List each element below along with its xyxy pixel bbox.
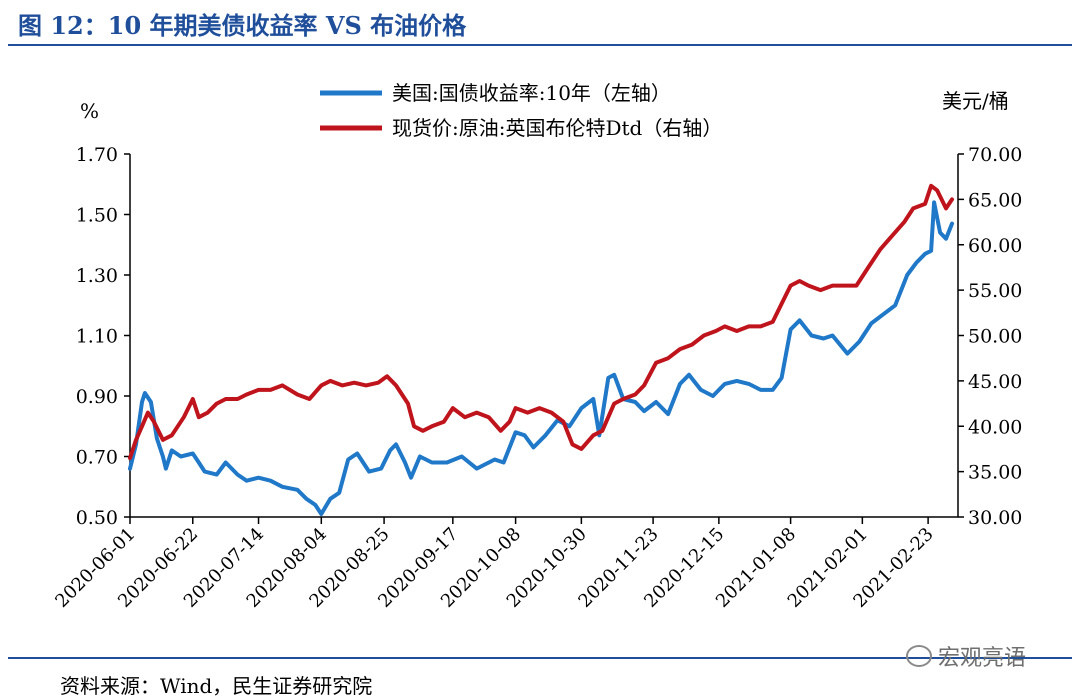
- legend-label-us10y: 美国:国债收益率:10年（左轴）: [392, 81, 671, 105]
- left-tick-label: 0.90: [76, 386, 118, 408]
- left-tick-label: 0.70: [76, 447, 118, 469]
- right-axis-unit: 美元/桶: [942, 89, 1009, 113]
- right-tick-label: 65.00: [968, 189, 1022, 211]
- left-tick-label: 1.70: [76, 144, 118, 166]
- top-rule: [8, 44, 1072, 46]
- watermark-text: 宏观亮语: [938, 646, 1027, 671]
- right-tick-label: 60.00: [968, 235, 1022, 257]
- bottom-rule: [8, 657, 1072, 659]
- series-line-us10y: [128, 200, 954, 516]
- source-note: 资料来源：Wind，民生证券研究院: [60, 674, 373, 698]
- wechat-icon: [906, 645, 932, 667]
- left-axis-unit: %: [80, 99, 99, 123]
- legend: 美国:国债收益率:10年（左轴） 现货价:原油:英国布伦特Dtd（右轴）: [320, 81, 722, 140]
- right-tick-label: 55.00: [968, 280, 1022, 302]
- right-tick-label: 40.00: [968, 416, 1022, 438]
- chart: 美国:国债收益率:10年（左轴） 现货价:原油:英国布伦特Dtd（右轴） % 美…: [51, 81, 1022, 612]
- legend-label-brent: 现货价:原油:英国布伦特Dtd（右轴）: [392, 116, 722, 140]
- left-tick-label: 1.10: [76, 326, 118, 348]
- left-tick-label: 1.50: [76, 205, 118, 227]
- series-line-brent: [128, 183, 954, 460]
- axes: 0.50 0.70 0.90 1.10 1.30 1.50 1.70 30.00 35.00 40…: [51, 144, 1022, 612]
- right-tick-label: 35.00: [968, 462, 1022, 484]
- watermark: 宏观亮语: [906, 640, 1026, 672]
- right-tick-label: 45.00: [968, 371, 1022, 393]
- left-tick-label: 1.30: [76, 265, 118, 287]
- right-tick-label: 30.00: [968, 507, 1022, 529]
- left-tick-label: 0.50: [76, 507, 118, 529]
- right-tick-label: 70.00: [968, 144, 1022, 166]
- chart-title: 图 12：10 年期美债收益率 VS 布油价格: [18, 11, 467, 40]
- series-lines: [128, 183, 954, 516]
- right-tick-label: 50.00: [968, 326, 1022, 348]
